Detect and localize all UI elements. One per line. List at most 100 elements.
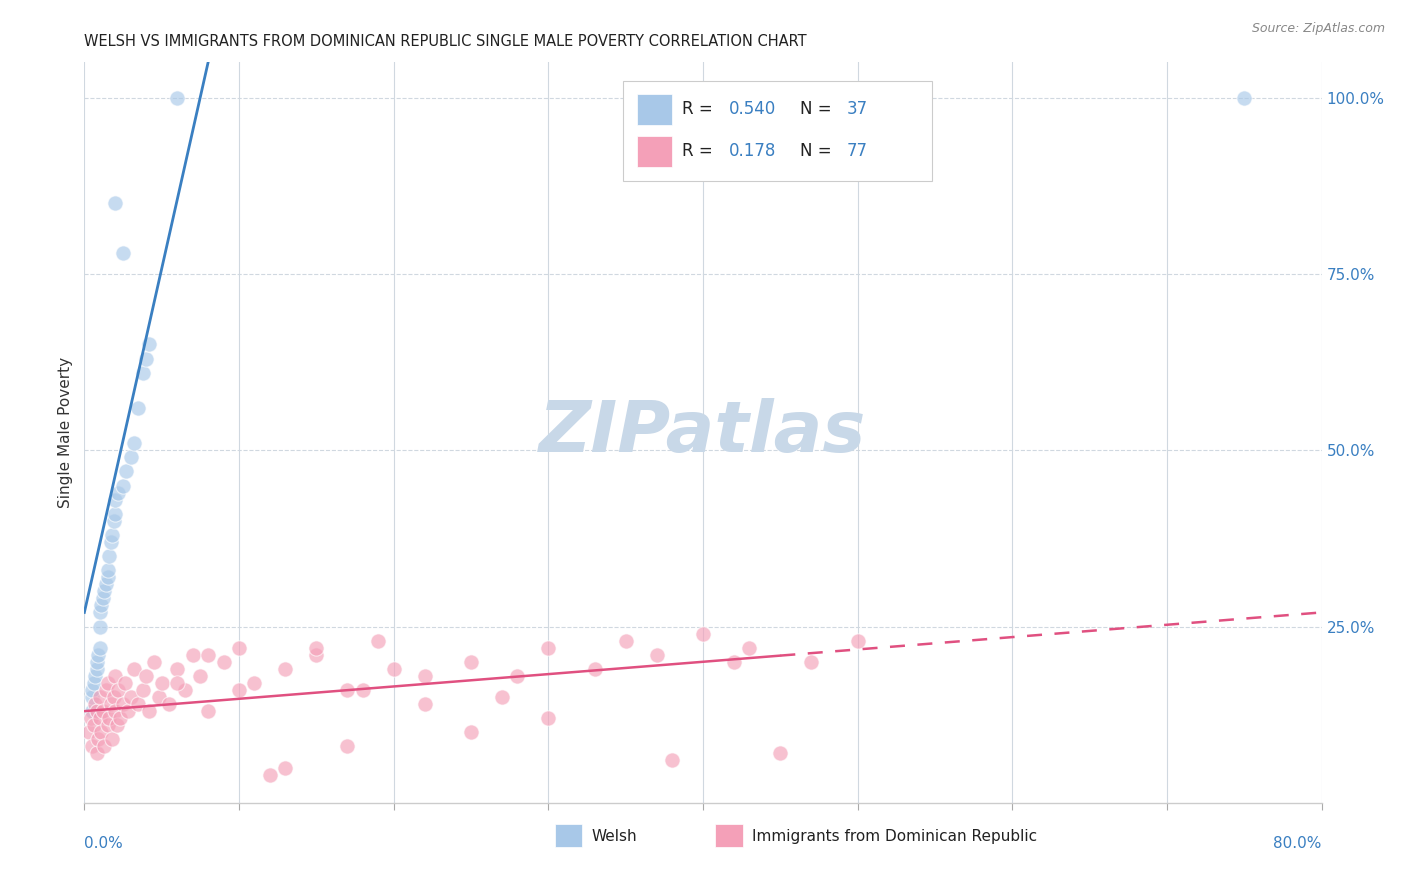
Text: ZIPatlas: ZIPatlas [540,398,866,467]
Point [800,655,823,669]
Point [98,711,121,725]
Point [537,640,560,655]
Point [122,436,145,450]
Y-axis label: Single Male Poverty: Single Male Poverty [58,357,73,508]
Point [120,450,142,465]
Text: R =: R = [682,100,718,118]
Point [274,662,297,676]
Point [96,676,118,690]
Point [117,704,139,718]
Point [259,767,281,781]
Point [166,676,188,690]
Point [104,492,127,507]
Point [491,690,513,704]
Point [100,535,122,549]
Point [87,732,110,747]
Point [82,683,104,698]
Point [94,577,117,591]
Point [243,676,266,690]
Point [135,669,157,683]
Point [382,662,405,676]
Point [98,549,121,563]
Text: 37: 37 [846,100,868,118]
Point [94,683,117,698]
Point [150,676,173,690]
Point [537,711,560,725]
Point [506,669,529,683]
Point [96,563,118,577]
Text: 0.540: 0.540 [728,100,776,118]
Point [89,606,111,620]
FancyBboxPatch shape [716,823,742,847]
Point [86,704,108,718]
Point [188,669,211,683]
Text: R =: R = [682,143,723,161]
Text: N =: N = [800,143,837,161]
Point [413,669,436,683]
Point [96,718,118,732]
Point [1233,91,1256,105]
Point [661,754,683,768]
Point [132,366,155,380]
Point [104,507,127,521]
Point [127,697,149,711]
Point [112,697,135,711]
Text: 0.0%: 0.0% [84,836,124,851]
FancyBboxPatch shape [637,136,672,167]
Point [143,655,166,669]
Text: WELSH VS IMMIGRANTS FROM DOMINICAN REPUBLIC SINGLE MALE POVERTY CORRELATION CHAR: WELSH VS IMMIGRANTS FROM DOMINICAN REPUB… [84,34,807,49]
Point [738,640,761,655]
Point [93,739,115,754]
Text: Immigrants from Dominican Republic: Immigrants from Dominican Republic [752,829,1038,844]
Point [122,662,145,676]
Point [107,683,129,698]
Point [367,633,389,648]
Point [120,690,142,704]
Point [108,711,131,725]
Point [90,725,112,739]
FancyBboxPatch shape [637,94,672,125]
Point [352,683,374,698]
Point [86,662,108,676]
Point [460,655,482,669]
Point [159,697,180,711]
Point [83,718,105,732]
Point [104,669,127,683]
Point [135,351,157,366]
Point [84,669,107,683]
Point [228,683,250,698]
Point [114,676,136,690]
Point [166,662,188,676]
Point [112,478,135,492]
Point [197,648,219,662]
Text: 0.178: 0.178 [728,143,776,161]
Point [583,662,606,676]
Point [84,697,107,711]
Point [115,464,138,478]
Point [82,739,104,754]
Point [181,648,204,662]
Point [103,514,125,528]
Point [82,704,104,718]
Point [846,633,869,648]
Point [103,690,125,704]
Point [90,599,112,613]
Point [614,633,637,648]
Point [112,245,135,260]
Point [723,655,745,669]
Point [107,485,129,500]
Text: N =: N = [800,100,837,118]
Point [174,683,197,698]
Point [138,704,160,718]
FancyBboxPatch shape [554,823,582,847]
Point [89,640,111,655]
Point [82,690,104,704]
Point [274,760,297,774]
Point [96,570,118,584]
Point [89,690,111,704]
Point [769,747,792,761]
Point [83,676,105,690]
Point [305,648,328,662]
Point [413,697,436,711]
Point [212,655,235,669]
